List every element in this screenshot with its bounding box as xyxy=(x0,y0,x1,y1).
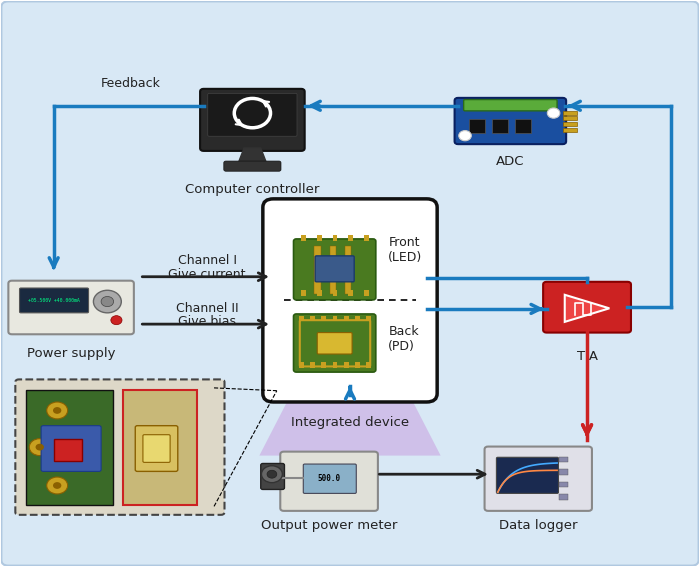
Bar xyxy=(559,481,568,487)
FancyBboxPatch shape xyxy=(484,447,592,511)
Circle shape xyxy=(64,439,85,456)
Bar xyxy=(366,362,371,367)
FancyBboxPatch shape xyxy=(8,281,134,335)
Bar xyxy=(301,235,306,240)
FancyBboxPatch shape xyxy=(15,379,225,515)
Text: Feedback: Feedback xyxy=(100,77,160,90)
Text: TIA: TIA xyxy=(577,350,598,363)
Circle shape xyxy=(547,108,560,118)
Text: Front
(LED): Front (LED) xyxy=(389,236,423,264)
Bar xyxy=(559,456,568,462)
Bar xyxy=(559,494,568,500)
FancyBboxPatch shape xyxy=(280,452,378,511)
Circle shape xyxy=(262,466,282,483)
FancyBboxPatch shape xyxy=(262,199,438,402)
FancyBboxPatch shape xyxy=(330,246,336,294)
FancyBboxPatch shape xyxy=(543,282,631,333)
FancyBboxPatch shape xyxy=(454,98,566,144)
Text: ADC: ADC xyxy=(496,155,524,168)
FancyBboxPatch shape xyxy=(200,89,304,151)
FancyBboxPatch shape xyxy=(496,457,559,493)
Circle shape xyxy=(111,316,122,325)
Bar xyxy=(332,362,337,367)
FancyBboxPatch shape xyxy=(41,426,101,471)
Circle shape xyxy=(101,297,113,307)
Text: Integrated device: Integrated device xyxy=(291,416,409,429)
FancyBboxPatch shape xyxy=(345,246,351,294)
Bar xyxy=(349,290,353,296)
Bar xyxy=(563,116,577,120)
FancyBboxPatch shape xyxy=(54,439,82,461)
Text: Computer controller: Computer controller xyxy=(186,183,320,196)
Text: Data logger: Data logger xyxy=(499,519,578,532)
FancyBboxPatch shape xyxy=(20,288,88,313)
Circle shape xyxy=(53,407,62,414)
FancyBboxPatch shape xyxy=(293,314,376,372)
Text: Output power meter: Output power meter xyxy=(261,519,398,532)
Bar xyxy=(317,235,322,240)
Bar xyxy=(321,316,326,321)
Bar xyxy=(364,290,369,296)
Circle shape xyxy=(29,439,50,456)
Polygon shape xyxy=(565,295,610,322)
Bar xyxy=(349,235,353,240)
Circle shape xyxy=(93,290,121,313)
FancyBboxPatch shape xyxy=(315,256,354,282)
Circle shape xyxy=(71,444,79,451)
Circle shape xyxy=(267,470,276,478)
Circle shape xyxy=(47,477,68,494)
Bar xyxy=(366,316,371,321)
FancyBboxPatch shape xyxy=(224,161,281,171)
Bar xyxy=(310,362,315,367)
Bar xyxy=(317,290,322,296)
Bar xyxy=(301,290,306,296)
Text: 500.0: 500.0 xyxy=(318,474,341,483)
Bar xyxy=(332,316,337,321)
FancyBboxPatch shape xyxy=(303,464,356,493)
Bar xyxy=(355,316,360,321)
Circle shape xyxy=(36,444,44,451)
FancyBboxPatch shape xyxy=(293,239,376,300)
Bar xyxy=(299,362,304,367)
Text: Power supply: Power supply xyxy=(27,346,116,359)
Polygon shape xyxy=(260,388,440,456)
Circle shape xyxy=(47,402,68,419)
Text: Channel I: Channel I xyxy=(178,255,237,268)
FancyBboxPatch shape xyxy=(314,246,321,294)
Polygon shape xyxy=(237,148,267,166)
Bar xyxy=(563,111,577,115)
Text: Back
(PD): Back (PD) xyxy=(389,325,419,353)
Bar xyxy=(344,362,349,367)
FancyBboxPatch shape xyxy=(469,119,484,133)
FancyBboxPatch shape xyxy=(143,435,170,462)
FancyBboxPatch shape xyxy=(135,426,178,471)
Bar xyxy=(332,235,337,240)
Text: +05.500V +40.000mA: +05.500V +40.000mA xyxy=(28,298,80,303)
Text: Give current: Give current xyxy=(168,268,246,281)
Bar xyxy=(321,362,326,367)
Bar xyxy=(559,469,568,475)
Bar xyxy=(299,316,304,321)
FancyBboxPatch shape xyxy=(26,390,113,505)
Bar xyxy=(563,122,577,126)
Bar xyxy=(364,235,369,240)
Bar xyxy=(344,316,349,321)
Circle shape xyxy=(458,130,471,141)
FancyBboxPatch shape xyxy=(515,119,531,133)
Bar xyxy=(310,316,315,321)
Text: Give bias: Give bias xyxy=(178,315,236,328)
Text: Channel II: Channel II xyxy=(176,302,239,315)
FancyBboxPatch shape xyxy=(123,390,197,505)
FancyBboxPatch shape xyxy=(208,94,297,136)
FancyBboxPatch shape xyxy=(492,119,508,133)
Bar xyxy=(332,290,337,296)
Bar xyxy=(563,128,577,132)
FancyBboxPatch shape xyxy=(317,333,352,354)
FancyBboxPatch shape xyxy=(261,463,284,489)
Bar xyxy=(355,362,360,367)
Circle shape xyxy=(53,482,62,489)
FancyBboxPatch shape xyxy=(463,100,557,111)
